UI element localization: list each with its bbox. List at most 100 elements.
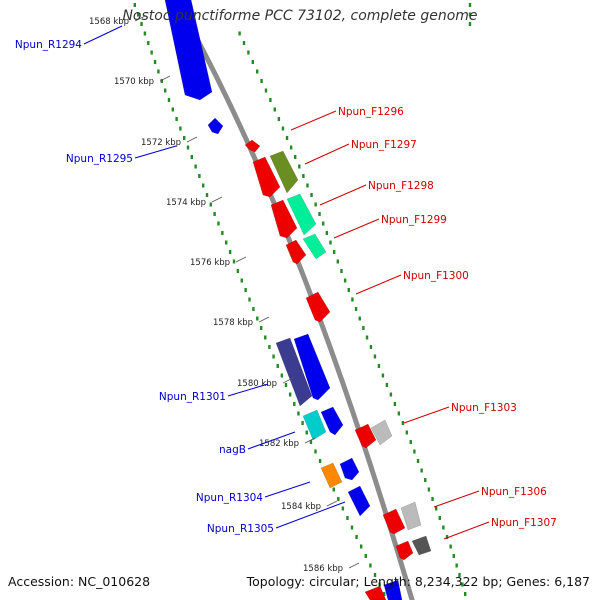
tick-mark bbox=[282, 377, 294, 384]
gene-blue[interactable] bbox=[383, 579, 403, 600]
gene-dark-grey[interactable] bbox=[411, 535, 432, 556]
forward-track-dot bbox=[397, 411, 401, 416]
forward-track-dot bbox=[351, 297, 354, 302]
gene-red[interactable] bbox=[305, 291, 331, 323]
reverse-gene-label[interactable]: Npun_R1305 bbox=[207, 523, 274, 535]
forward-track-dot bbox=[455, 563, 458, 568]
gene-aquamarine[interactable] bbox=[286, 193, 317, 236]
tick-track-dot bbox=[143, 31, 147, 36]
reverse-gene-label[interactable]: nagB bbox=[219, 444, 246, 456]
tick-track-dot bbox=[276, 364, 279, 368]
tick-track-dot bbox=[225, 240, 228, 245]
tick-track-dot bbox=[153, 60, 157, 64]
gene-red[interactable] bbox=[382, 508, 406, 535]
forward-track-dot bbox=[442, 525, 445, 530]
forward-gene-label[interactable]: Npun_F1300 bbox=[403, 270, 469, 282]
tick-track-dot bbox=[228, 250, 232, 254]
tick-label: 1578 kbp bbox=[213, 318, 253, 328]
tick-label: 1586 kbp bbox=[303, 564, 343, 574]
forward-gene-label-leader-line bbox=[319, 184, 367, 206]
tick-track-dot bbox=[221, 231, 224, 235]
gene-cyan[interactable] bbox=[302, 409, 327, 441]
tick-track-dot bbox=[341, 506, 345, 511]
forward-gene-label[interactable]: Npun_F1307 bbox=[491, 517, 557, 529]
tick-track-dot bbox=[179, 126, 182, 131]
tick-mark bbox=[211, 196, 223, 203]
reverse-gene-label-leader-line bbox=[134, 145, 177, 159]
forward-gene-label[interactable]: Npun_F1299 bbox=[381, 214, 447, 226]
tick-track-dot bbox=[232, 259, 236, 264]
forward-track-dot bbox=[385, 383, 389, 387]
gene-olive[interactable] bbox=[269, 150, 299, 194]
forward-gene-label[interactable]: Npun_F1298 bbox=[368, 180, 434, 192]
forward-track-dot bbox=[373, 354, 377, 359]
tick-track-dot bbox=[171, 107, 174, 112]
forward-track-dot bbox=[281, 126, 285, 131]
gene-red[interactable] bbox=[395, 540, 414, 561]
tick-track-dot bbox=[244, 288, 247, 292]
forward-gene-label-leader-line bbox=[333, 218, 380, 239]
forward-gene-label[interactable]: Npun_F1297 bbox=[351, 139, 417, 151]
gene-blue[interactable] bbox=[339, 457, 360, 481]
reverse-gene-label[interactable]: Npun_R1304 bbox=[196, 492, 263, 504]
topology-text: Topology: circular; Length: 8,234,322 bp… bbox=[246, 574, 590, 589]
gene-red[interactable] bbox=[270, 199, 298, 239]
gene-blue[interactable] bbox=[320, 406, 344, 436]
gene-blue[interactable] bbox=[164, 0, 213, 101]
reverse-gene-label[interactable]: Npun_R1294 bbox=[15, 39, 82, 51]
forward-track-dot bbox=[389, 392, 393, 397]
tick-track-dot bbox=[346, 516, 349, 520]
forward-track-dot bbox=[294, 155, 297, 159]
gene-red[interactable] bbox=[364, 585, 387, 600]
gene-red[interactable] bbox=[244, 139, 261, 153]
forward-gene-label[interactable]: Npun_F1303 bbox=[451, 402, 517, 414]
gene-aquamarine[interactable] bbox=[302, 233, 327, 260]
forward-track-dot bbox=[458, 573, 461, 577]
reverse-gene-label[interactable]: Npun_R1295 bbox=[66, 153, 133, 165]
tick-mark bbox=[186, 136, 198, 143]
gene-orange[interactable] bbox=[320, 462, 343, 489]
gene-slate-blue[interactable] bbox=[275, 337, 313, 407]
tick-label: 1568 kbp bbox=[89, 17, 129, 27]
tick-track-dot bbox=[133, 3, 136, 7]
forward-gene-label[interactable]: Npun_F1306 bbox=[481, 486, 547, 498]
forward-track-dot bbox=[325, 231, 329, 235]
gene-red[interactable] bbox=[285, 239, 307, 265]
tick-track-dot bbox=[240, 278, 243, 283]
reverse-gene-label-leader-line bbox=[83, 25, 123, 45]
gene-light-grey[interactable] bbox=[370, 419, 393, 446]
gene-red[interactable] bbox=[354, 423, 377, 449]
tick-track-dot bbox=[314, 449, 317, 454]
gene-blue[interactable] bbox=[207, 117, 224, 135]
forward-track-dot bbox=[238, 31, 241, 36]
forward-gene-label[interactable]: Npun_F1296 bbox=[338, 106, 404, 118]
tick-track-dot bbox=[248, 297, 251, 302]
forward-track-dot bbox=[310, 193, 313, 197]
tick-track-dot bbox=[332, 487, 335, 492]
forward-track-dot bbox=[273, 107, 276, 112]
reverse-gene-label[interactable]: Npun_R1301 bbox=[159, 391, 226, 403]
tick-label: 1572 kbp bbox=[141, 138, 181, 148]
forward-track-dot bbox=[264, 88, 268, 93]
gene-blue[interactable] bbox=[347, 485, 371, 517]
tick-track-dot bbox=[272, 354, 275, 359]
forward-track-dot bbox=[289, 145, 293, 150]
gene-light-grey[interactable] bbox=[400, 501, 422, 531]
gene-red[interactable] bbox=[252, 156, 281, 198]
tick-mark bbox=[235, 256, 247, 263]
tick-mark bbox=[326, 500, 338, 507]
tick-mark bbox=[258, 316, 270, 323]
forward-track-dot bbox=[321, 221, 325, 226]
forward-track-dot bbox=[347, 288, 350, 292]
tick-track-dot bbox=[157, 69, 160, 74]
tick-track-dot bbox=[378, 582, 381, 587]
forward-track-dot bbox=[468, 12, 472, 17]
tick-track-dot bbox=[167, 98, 171, 102]
forward-track-dot bbox=[416, 459, 420, 463]
forward-track-dot bbox=[401, 421, 405, 425]
tick-track-dot bbox=[383, 592, 386, 596]
genes bbox=[164, 0, 432, 600]
gene-blue[interactable] bbox=[293, 333, 331, 401]
tick-label: 1584 kbp bbox=[281, 502, 321, 512]
